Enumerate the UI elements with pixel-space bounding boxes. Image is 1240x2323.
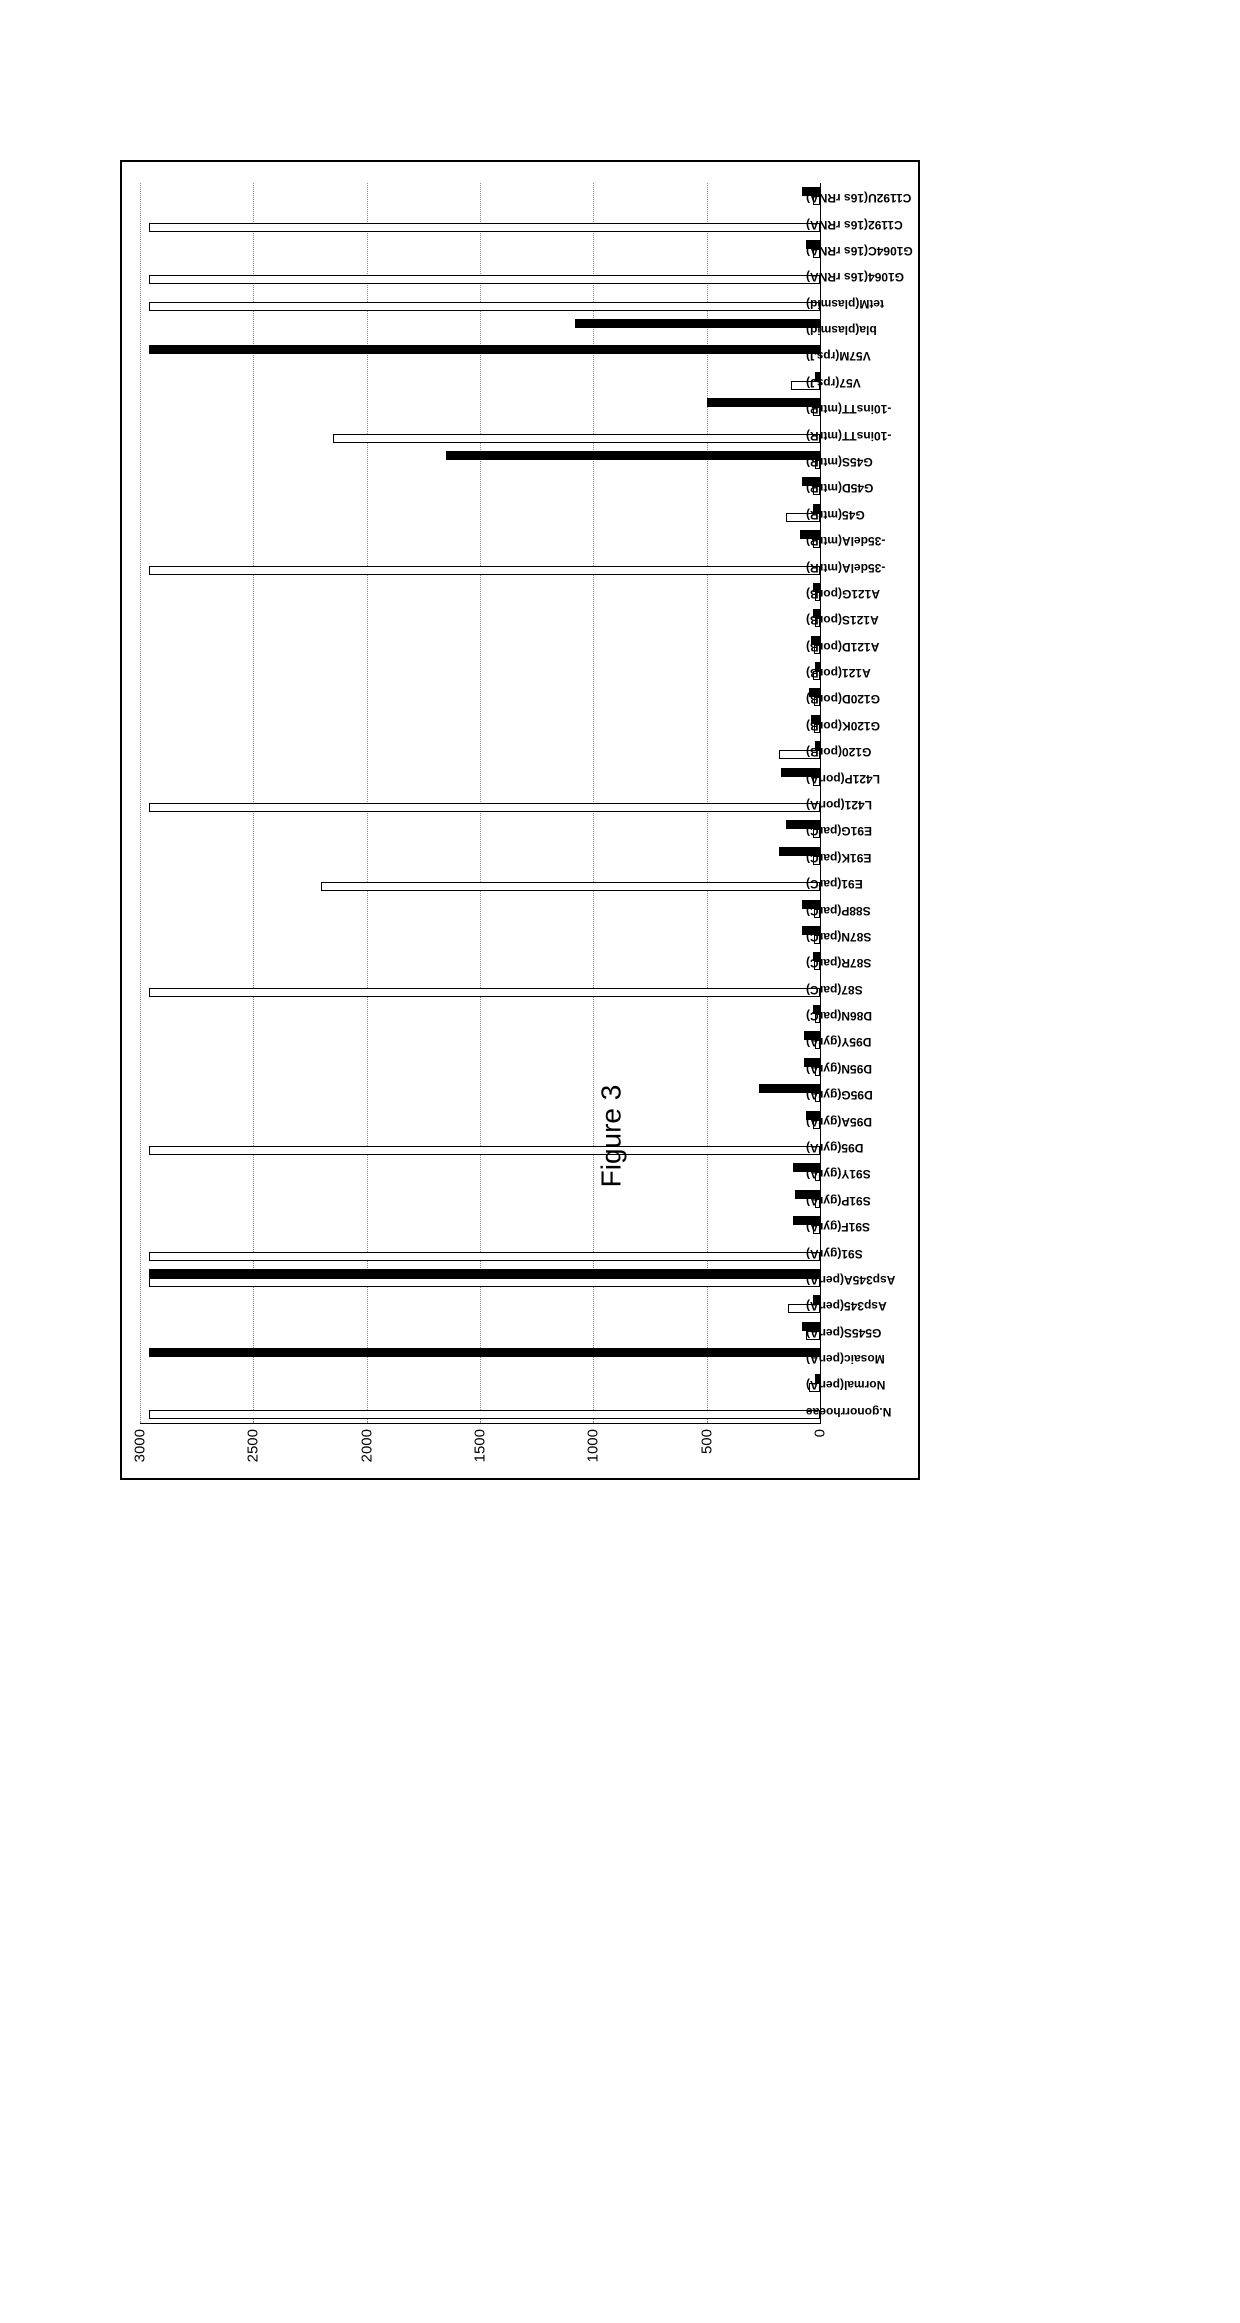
bar-series-1 [321, 882, 820, 891]
x-axis-label: D95(gyrA) [806, 1141, 863, 1155]
bar-series-1 [149, 566, 820, 575]
bar-series-2 [149, 346, 820, 355]
bar-series-1 [149, 1252, 820, 1261]
bar-series-1 [149, 1278, 820, 1287]
bar-series-1 [149, 988, 820, 997]
bar-series-2 [446, 451, 820, 460]
ytick-label: 3000 [132, 1423, 149, 1469]
x-axis-label: C1192U(16s rRNA) [806, 191, 911, 205]
x-axis-label: G120D(porB) [806, 692, 880, 706]
ytick-label: 2500 [245, 1423, 262, 1469]
x-axis-label: C1192(16s rRNA) [806, 218, 903, 232]
x-axis-labels: N.gonorrhoeae Normal(penA) Mosaic(penA) G54… [802, 196, 912, 1436]
x-axis-label: D86N(parC) [806, 1009, 872, 1023]
bar-series-1 [149, 1146, 820, 1155]
chart-frame: 050010001500200025003000 N.gonorrhoeae No… [120, 160, 920, 1480]
plot-area: 050010001500200025003000 [140, 183, 821, 1424]
ytick-label: 2000 [358, 1423, 375, 1469]
x-axis-label: E91K(parC) [806, 851, 871, 865]
x-axis-label: A121D(porB) [806, 640, 879, 654]
x-axis-label: Mosaic(penA) [806, 1352, 885, 1366]
x-axis-label: -10insTT(mtrR) [806, 402, 891, 416]
x-axis-label: A121G(porB) [806, 587, 880, 601]
x-axis-label: A121S(porB) [806, 613, 879, 627]
x-axis-label: S91P(gyrA) [806, 1194, 871, 1208]
bar-series-2 [149, 1348, 820, 1357]
bar-series-1 [149, 1410, 820, 1419]
bar-series-1 [149, 223, 820, 232]
x-axis-label: E91(parC) [806, 877, 863, 891]
x-axis-label: Normal(penA) [806, 1378, 885, 1392]
x-axis-label: G1064C(16s rRNA) [806, 244, 913, 258]
x-axis-label: D95A(gyrA) [806, 1115, 872, 1129]
x-axis-label: A121(porB) [806, 666, 871, 680]
x-axis-label: G120K(porB) [806, 719, 880, 733]
x-axis-label: S87R(parC) [806, 956, 871, 970]
x-axis-label: E91G(parC) [806, 824, 872, 838]
ytick-label: 1500 [472, 1423, 489, 1469]
x-axis-label: S87(parC) [806, 983, 863, 997]
x-axis-label: G45S(mtrR) [806, 455, 873, 469]
x-axis-label: S88P(parC) [806, 904, 871, 918]
x-axis-label: G45(mtrR) [806, 508, 865, 522]
x-axis-label: S91Y(gyrA) [806, 1167, 871, 1181]
x-axis-label: S91(gyrA) [806, 1247, 863, 1261]
figure-title: Figure 3 [595, 1085, 627, 1188]
x-axis-label: D95Y(gyrA) [806, 1035, 871, 1049]
ytick-label: 500 [698, 1423, 715, 1469]
x-axis-label: G545S(penA) [806, 1326, 881, 1340]
bar-series-1 [333, 434, 820, 443]
x-axis-label: Asp345(penA) [806, 1299, 887, 1313]
chart-rotated-container: 050010001500200025003000 N.gonorrhoeae No… [120, 160, 920, 1480]
x-axis-label: L421P(ponA) [806, 772, 880, 786]
x-axis-label: G1064(16s rRNA) [806, 270, 904, 284]
x-axis-label: D95N(gyrA) [806, 1062, 872, 1076]
x-axis-label: N.gonorrhoeae [806, 1405, 891, 1419]
x-axis-label: L421(ponA) [806, 798, 872, 812]
x-axis-label: D95G(gyrA) [806, 1088, 873, 1102]
gridline [140, 183, 141, 1423]
x-axis-label: V57M(rpsJ) [806, 350, 871, 364]
bar-series-1 [149, 275, 820, 284]
bar-series-2 [149, 1269, 820, 1278]
x-axis-label: bla(plasmid) [806, 323, 877, 337]
x-axis-label: tetM(plasmid) [806, 297, 884, 311]
x-axis-label: S91F(gyrA) [806, 1220, 870, 1234]
bar-series-2 [575, 319, 820, 328]
bar-series-1 [149, 302, 820, 311]
x-axis-label: G120(porB) [806, 745, 871, 759]
x-axis-label: G45D(mtrR) [806, 481, 873, 495]
x-axis-label: S87N(parC) [806, 930, 871, 944]
x-axis-label: -35delA(mtrR) [806, 561, 885, 575]
x-axis-label: -35delA(mtrR) [806, 534, 885, 548]
x-axis-label: Asp345A(penA) [806, 1273, 895, 1287]
x-axis-label: -10insTT(mtrR) [806, 429, 891, 443]
x-axis-label: V57(rpsJ) [806, 376, 861, 390]
bar-series-1 [149, 803, 820, 812]
ytick-label: 1000 [585, 1423, 602, 1469]
